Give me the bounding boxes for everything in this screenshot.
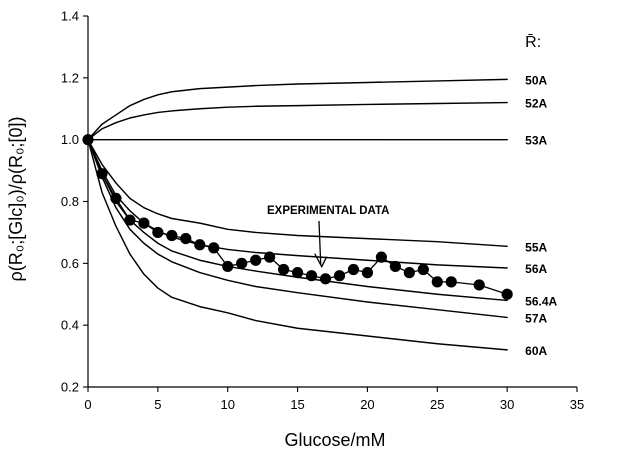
experimental-data-point: [278, 263, 290, 276]
experimental-data-point: [110, 192, 122, 205]
series-line-50a: [87, 78, 508, 141]
experimental-data-point: [208, 242, 220, 254]
experimental-data-point: [375, 251, 387, 263]
series-line-52a: [87, 101, 508, 141]
series-label-50a: 50A: [525, 73, 547, 87]
series-line-55a: [87, 138, 508, 248]
series-label-56a: 56A: [525, 262, 547, 276]
experimental-data-point: [389, 260, 401, 273]
experimental-data-point: [124, 214, 136, 226]
x-tick-label: 10: [220, 397, 234, 412]
experimental-data-point: [222, 260, 234, 273]
x-tick-label: 30: [500, 397, 514, 412]
series-label-52a: 52A: [525, 97, 547, 111]
experimental-data-point: [291, 267, 304, 279]
experimental-data-point: [431, 276, 443, 288]
series-label-53a: 53A: [525, 134, 547, 148]
series-label-60a: 60A: [525, 344, 547, 358]
experimental-data-point: [305, 270, 318, 282]
experimental-data-point: [347, 263, 360, 276]
x-tick-label: 0: [84, 397, 91, 412]
x-tick-label: 20: [360, 397, 374, 412]
y-tick-label: 0.8: [61, 194, 79, 209]
experimental-data-point: [403, 267, 415, 279]
y-tick-label: 0.4: [61, 318, 79, 333]
experimental-data-point: [138, 217, 150, 229]
experimental-data-point: [152, 226, 164, 239]
experimental-data-point: [194, 239, 206, 251]
experimental-data-point: [319, 273, 332, 285]
y-tick-label: 0.2: [61, 380, 79, 395]
series-line-60a: [87, 138, 508, 351]
experimental-data-point: [82, 134, 94, 146]
series-line-57a: [87, 138, 508, 319]
experimental-data-point: [445, 276, 457, 288]
series-label-56-4a: 56.4A: [525, 294, 557, 308]
experimental-data-point: [361, 267, 374, 279]
annotation-arrowhead: [314, 253, 328, 269]
y-axis-title: ρ(R₀;[Glc]₀)/ρ(R₀;[0]): [6, 117, 26, 282]
experimental-data-point: [180, 233, 192, 245]
experimental-data-point: [264, 251, 276, 263]
annotation-arrow: [318, 220, 322, 265]
labels-layer: 50A 52A 53A 55A 56A 56.4A 57A 60A: [314, 73, 557, 358]
axes: 0 5 10 15 20 25 30 35 0.2 0.4 0.6 0.8 1.0 1.2 1.4: [61, 9, 584, 413]
experimental-data-point: [250, 254, 262, 266]
x-tick-label: 15: [290, 397, 304, 412]
series-line-56-4a: [87, 138, 508, 302]
x-tick-label: 5: [154, 397, 161, 412]
experimental-data-point: [236, 257, 248, 269]
x-axis-title: Glucose/mM: [284, 430, 385, 450]
y-tick-label: 1.0: [61, 132, 79, 147]
experimental-data-point: [96, 168, 108, 180]
experimental-data-point: [166, 229, 178, 242]
y-tick-label: 1.4: [61, 9, 79, 24]
legend-title: R̄:: [525, 34, 541, 51]
series-label-57a: 57A: [525, 311, 547, 325]
y-tick-label: 1.2: [61, 70, 79, 85]
experimental-data-point: [473, 279, 485, 291]
experimental-data-point: [333, 270, 346, 282]
x-tick-label: 35: [570, 397, 584, 412]
y-tick-label: 0.6: [61, 256, 79, 271]
annotation-label: EXPERIMENTAL DATA: [267, 205, 389, 217]
series-label-55a: 55A: [525, 240, 547, 254]
series-layer: [82, 78, 513, 351]
x-tick-label: 25: [430, 397, 444, 412]
experimental-data-point: [417, 263, 429, 276]
experimental-data-point: [501, 288, 513, 300]
